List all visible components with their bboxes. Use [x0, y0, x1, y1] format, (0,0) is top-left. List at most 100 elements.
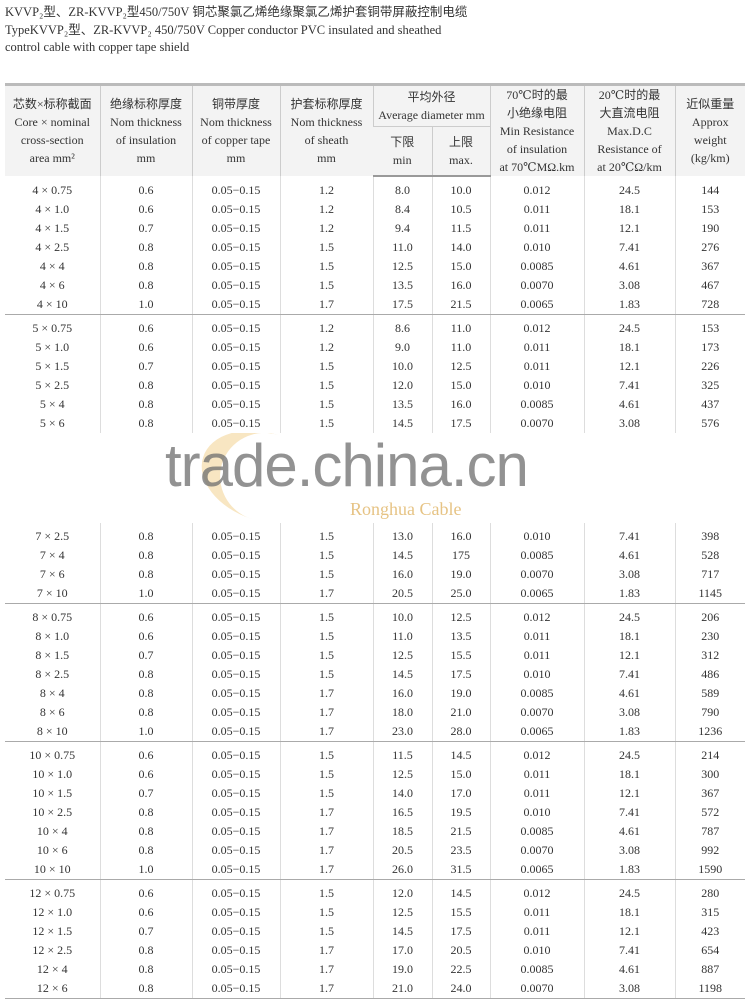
table-cell: 0.05−0.15	[191, 879, 280, 903]
logo-text: Ronghua Cable	[350, 499, 462, 519]
table-row: 10 × 1.0 0.6 0.05−0.15 1.5 12.5 15.0 0.011 18.1…	[5, 765, 745, 784]
table-cell: 787	[674, 822, 745, 841]
table-row: 8 × 1.5 0.7 0.05−0.15 1.5 12.5 15.5 0.011 12.1 3…	[5, 646, 745, 665]
obscured-rows: trade.china.cn Ronghua Cable	[5, 433, 745, 523]
table-cell: 0.7	[99, 922, 192, 941]
table-cell: 0.011	[489, 903, 584, 922]
table-cell: 1.5	[279, 276, 373, 295]
table-cell: 1.7	[279, 960, 373, 979]
table-cell: 10.5	[431, 200, 490, 219]
table-cell: 0.7	[99, 784, 192, 803]
spec-table: 芯数×标称截面 Core × nominal cross-section area m…	[5, 83, 745, 999]
header-line: 平均外径	[407, 90, 456, 104]
table-cell: 21.0	[372, 979, 432, 999]
table-cell: 0.0085	[489, 822, 584, 841]
table-cell: 0.8	[99, 979, 192, 999]
table-cell: 0.05−0.15	[191, 219, 280, 238]
table-cell: 0.011	[489, 357, 584, 376]
table-row: 12 × 6 0.8 0.05−0.15 1.7 21.0 24.0 0.0070 3.08 1…	[5, 979, 745, 999]
table-cell: 0.05−0.15	[191, 523, 280, 546]
table-cell: 7.41	[583, 376, 675, 395]
table-cell: 5 × 1.0	[35, 340, 70, 354]
table-cell: 24.5	[583, 176, 675, 200]
table-cell: 1.7	[279, 979, 373, 999]
table-cell: 9.0	[372, 338, 432, 357]
header-line: 芯数×标称截面	[12, 97, 92, 111]
table-cell: 280	[674, 879, 745, 903]
header-insulation: 绝缘标称厚度 Nom thickness of insulation mm	[99, 83, 192, 176]
table-cell: 12.5	[431, 603, 490, 627]
table-cell: 12.5	[372, 903, 432, 922]
table-cell: 0.05−0.15	[191, 665, 280, 684]
table-cell: 1.5	[279, 414, 373, 433]
table-cell: 10.0	[431, 176, 490, 200]
table-cell: 4 × 10	[5, 295, 100, 315]
table-cell: 1.5	[279, 903, 373, 922]
header-line: (kg/km)	[690, 151, 730, 165]
table-cell: 576	[674, 414, 745, 433]
table-cell: 0.05−0.15	[191, 803, 280, 822]
table-cell: 26.0	[372, 860, 432, 880]
header-sheath: 护套标称厚度 Nom thickness of sheath mm	[279, 83, 373, 176]
table-cell: 1590	[674, 860, 745, 880]
table-cell: 0.05−0.15	[191, 722, 280, 742]
table-cell: 1.7	[279, 722, 373, 742]
table-cell: 12.1	[583, 784, 675, 803]
header-max-dc-resistance: 20℃时的最 大直流电阻 Max.D.C Resistance of at 20℃Ω/k…	[583, 83, 675, 176]
table-cell: 8 × 2.5	[35, 667, 70, 681]
header-line: area mm²	[29, 151, 75, 165]
table-cell: 19.5	[431, 803, 490, 822]
table-cell: 12.5	[372, 257, 432, 276]
table-cell: 1.5	[279, 603, 373, 627]
table-cell: 4.61	[583, 822, 675, 841]
header-min-insulation-resistance: 70℃时的最 小绝缘电阻 Min Resistance of insulation at…	[489, 83, 584, 176]
table-cell: 5 × 6	[39, 416, 65, 430]
table-cell: 1.7	[279, 703, 373, 722]
table-cell: 0.05−0.15	[191, 860, 280, 880]
table-cell: 0.011	[489, 922, 584, 941]
table-cell: 790	[674, 703, 745, 722]
table-cell: 0.8	[99, 276, 192, 295]
table-cell: 7.41	[583, 238, 675, 257]
table-cell: 1.7	[279, 684, 373, 703]
table-cell: 0.8	[99, 841, 192, 860]
table-row: 4 × 1.0 0.6 0.05−0.15 1.2 8.4 10.5 0.011 18.1 15…	[5, 200, 745, 219]
table-cell: 0.6	[99, 903, 192, 922]
table-cell: 1.5	[279, 784, 373, 803]
table-cell: 0.010	[489, 238, 584, 257]
table-cell: 17.5	[372, 295, 432, 315]
table-cell: 17.0	[431, 784, 490, 803]
table-cell: 17.5	[431, 665, 490, 684]
table-cell: 19.0	[372, 960, 432, 979]
table-cell: 214	[674, 741, 745, 765]
table-cell: 190	[674, 219, 745, 238]
table-row: 4 × 4 0.8 0.05−0.15 1.5 12.5 15.0 0.0085 4.61 36…	[5, 257, 745, 276]
table-cell: 4.61	[583, 684, 675, 703]
table-cell: 18.1	[583, 765, 675, 784]
table-cell: 992	[674, 841, 745, 860]
table-cell: 0.8	[99, 376, 192, 395]
table-cell: 0.012	[489, 741, 584, 765]
table-cell: 12 × 6	[5, 979, 100, 999]
table-cell: 0.05−0.15	[191, 903, 280, 922]
header-line: at 20℃Ω/km	[597, 160, 662, 174]
table-cell: 5 × 0.75	[32, 321, 73, 335]
table-cell: 3.08	[583, 565, 675, 584]
header-diameter-min: 下限 min	[373, 126, 432, 177]
table-row: 5 × 2.5 0.8 0.05−0.15 1.5 12.0 15.0 0.010 7.41 3…	[5, 376, 745, 395]
table-cell: 19.0	[431, 684, 490, 703]
header-line: 上限	[448, 135, 473, 149]
table-cell: 8 × 6	[39, 705, 65, 719]
table-cell: 230	[674, 627, 745, 646]
table-cell: 0.0070	[489, 841, 584, 860]
table-cell: 7.41	[583, 803, 675, 822]
table-cell: 0.8	[99, 565, 192, 584]
table-cell: 0.012	[489, 314, 584, 338]
table-cell: 1.0	[99, 584, 192, 604]
table-cell: 528	[674, 546, 745, 565]
table-cell: 24.5	[583, 879, 675, 903]
table-cell: 206	[674, 603, 745, 627]
table-cell: 3.08	[583, 979, 675, 999]
table-cell: 12.5	[372, 646, 432, 665]
table-cell: 12.5	[372, 765, 432, 784]
